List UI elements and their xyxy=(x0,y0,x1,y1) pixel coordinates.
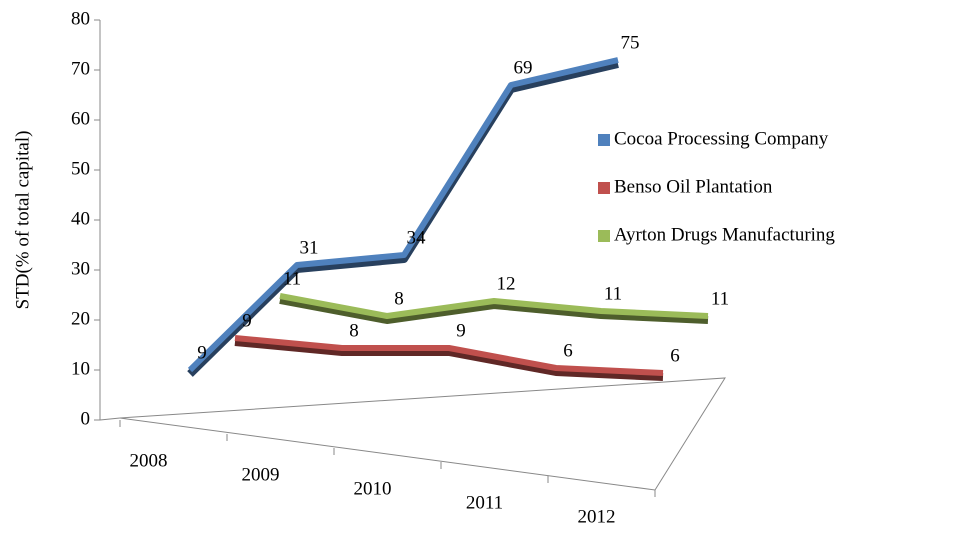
y-tick-label: 0 xyxy=(81,408,91,429)
data-label: 9 xyxy=(456,320,466,341)
data-label: 31 xyxy=(300,237,319,258)
legend-label: Cocoa Processing Company xyxy=(614,128,829,149)
series-line xyxy=(234,335,664,376)
x-tick-label: 2009 xyxy=(242,464,280,485)
x-tick-label: 2011 xyxy=(466,492,503,513)
data-label: 8 xyxy=(394,288,404,309)
data-label: 9 xyxy=(197,342,207,363)
line-shadow xyxy=(279,296,709,324)
series-line xyxy=(279,293,709,319)
floor xyxy=(119,377,726,491)
legend-swatch xyxy=(598,134,610,146)
line-shadow xyxy=(187,60,619,377)
legend-label: Ayrton Drugs Manufacturing xyxy=(614,224,835,245)
y-tick-label: 20 xyxy=(71,308,90,329)
y-tick-label: 30 xyxy=(71,258,90,279)
y-tick-label: 70 xyxy=(71,58,90,79)
data-label: 9 xyxy=(242,310,252,331)
y-tick-label: 60 xyxy=(71,108,90,129)
y-axis-label: STD(% of total capital) xyxy=(12,131,33,310)
legend-swatch xyxy=(598,182,610,194)
y-tick-label: 10 xyxy=(71,358,90,379)
legend-label: Benso Oil Plantation xyxy=(614,176,773,197)
data-label: 69 xyxy=(514,57,533,78)
data-label: 11 xyxy=(283,268,301,289)
y-tick-label: 80 xyxy=(71,8,90,29)
series-line xyxy=(187,57,619,373)
line-shadow xyxy=(234,338,664,381)
data-label: 34 xyxy=(407,227,427,248)
data-label: 6 xyxy=(670,345,680,366)
data-label: 11 xyxy=(711,288,729,309)
data-label: 8 xyxy=(349,320,359,341)
data-label: 12 xyxy=(497,273,516,294)
legend-swatch xyxy=(598,230,610,242)
y-tick-label: 40 xyxy=(71,208,90,229)
data-label: 75 xyxy=(621,32,640,53)
data-label: 11 xyxy=(604,283,622,304)
x-tick-label: 2010 xyxy=(354,478,392,499)
x-tick-label: 2008 xyxy=(130,450,168,471)
y-tick-label: 50 xyxy=(71,158,90,179)
y-axis-foot xyxy=(99,417,121,421)
x-tick-label: 2012 xyxy=(578,506,616,527)
data-label: 6 xyxy=(563,340,573,361)
